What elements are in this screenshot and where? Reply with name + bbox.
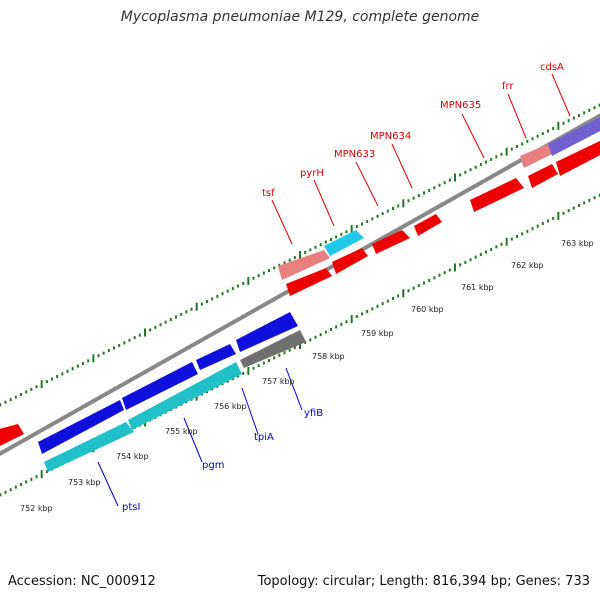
gene-label-ptsI[interactable]: ptsI — [122, 502, 140, 513]
gene-label-MPN633[interactable]: MPN633 — [334, 149, 375, 160]
kbp-label: 754 kbp — [116, 452, 149, 461]
kbp-label: 763 kbp — [561, 239, 594, 248]
gene-label-pgm[interactable]: pgm — [202, 460, 224, 471]
kbp-label: 752 kbp — [20, 504, 53, 513]
kbp-label: 758 kbp — [312, 352, 345, 361]
gene-arrow-4[interactable] — [332, 248, 368, 274]
kbp-label: 756 kbp — [214, 402, 247, 411]
gene-arrow-cdsA[interactable] — [548, 114, 600, 156]
map-title: Mycoplasma pneumoniae M129, complete gen… — [120, 9, 480, 25]
gene-arrow-rev-2[interactable] — [122, 362, 198, 410]
kbp-label: 761 kbp — [461, 283, 494, 292]
lower-tick-row — [0, 193, 600, 497]
genome-summary-text: Topology: circular; Length: 816,394 bp; … — [257, 574, 590, 589]
accession-text: Accession: NC_000912 — [8, 574, 156, 589]
gene-arrow-3[interactable] — [286, 268, 332, 296]
gene-arrow-left-edge[interactable] — [0, 424, 24, 446]
gene-arrow-pgm[interactable] — [128, 362, 242, 430]
gene-arrow-MPN635[interactable] — [470, 178, 524, 212]
gene-label-cdsA[interactable]: cdsA — [540, 62, 564, 73]
forward-genes — [0, 114, 600, 446]
gene-arrow-8[interactable] — [556, 138, 600, 176]
gene-arrow-frr[interactable] — [520, 144, 552, 168]
gene-label-MPN634[interactable]: MPN634 — [370, 131, 411, 142]
kbp-scale-labels: 752 kbp 753 kbp 754 kbp 755 kbp 756 kbp … — [20, 239, 594, 513]
kbp-label: 760 kbp — [411, 305, 444, 314]
label-leader-lines — [97, 73, 571, 507]
gene-arrow-rev-4[interactable] — [236, 312, 298, 352]
kbp-label: 755 kbp — [165, 427, 198, 436]
kbp-label: 759 kbp — [361, 329, 394, 338]
gene-label-tpiA[interactable]: tpiA — [254, 432, 274, 443]
gene-arrow-tsf[interactable] — [278, 250, 330, 280]
reverse-genes — [38, 312, 306, 472]
upper-tick-row — [0, 103, 600, 407]
gene-arrow-MPN634[interactable] — [414, 214, 442, 236]
kbp-label: 757 kbp — [262, 377, 295, 386]
bottom-gene-labels: ptsI pgm tpiA yfiB — [122, 408, 323, 513]
gene-arrow-7[interactable] — [528, 164, 558, 188]
kbp-label: 762 kbp — [511, 261, 544, 270]
gene-arrow-yfiB[interactable] — [240, 330, 306, 368]
kbp-label: 753 kbp — [68, 478, 101, 487]
gene-arrow-ptsI[interactable] — [44, 422, 134, 472]
top-gene-labels: tsf pyrH MPN633 MPN634 MPN635 frr cdsA — [262, 62, 564, 199]
gene-label-MPN635[interactable]: MPN635 — [440, 100, 481, 111]
gene-label-frr[interactable]: frr — [502, 81, 514, 92]
gene-label-yfiB[interactable]: yfiB — [304, 408, 323, 419]
gene-arrow-rev-3[interactable] — [196, 344, 236, 370]
gene-arrow-rev-1[interactable] — [38, 400, 124, 454]
gene-arrow-MPN633[interactable] — [372, 230, 410, 254]
gene-label-tsf[interactable]: tsf — [262, 188, 275, 199]
gene-label-pyrH[interactable]: pyrH — [300, 168, 324, 179]
gene-arrow-pyrH[interactable] — [324, 230, 364, 256]
